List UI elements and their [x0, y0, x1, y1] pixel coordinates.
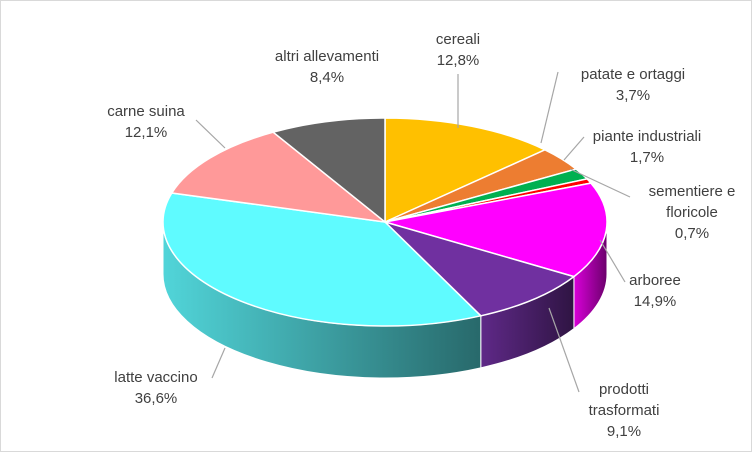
- slice-label-text: latte vaccino: [114, 369, 197, 386]
- slice-label-text: patate e ortaggi: [581, 66, 685, 83]
- data-label-arboree: arboree 14,9%: [629, 272, 681, 310]
- data-label-patate-e-ortaggi: patate e ortaggi 3,7%: [581, 66, 685, 104]
- slice-label-text: sementiere e: [649, 183, 736, 200]
- slice-value-text: 14,9%: [634, 293, 677, 310]
- pie-slice-arboree: [384, 182, 608, 278]
- leader-line-arboree: [599, 239, 626, 283]
- slice-label-text: floricole: [666, 204, 718, 221]
- data-label-prodotti-trasformati: prodotti trasformati 9,1%: [589, 381, 660, 440]
- leader-lines: [195, 71, 631, 393]
- slice-value-text: 1,7%: [630, 149, 664, 166]
- data-label-altri-allevamenti: altri allevamenti 8,4%: [275, 48, 379, 86]
- slice-label-text: carne suina: [107, 103, 185, 120]
- slice-label-text: piante industriali: [593, 128, 701, 145]
- pie-sides: [162, 221, 608, 379]
- pie-slice-carne-suina: [170, 131, 388, 224]
- leader-line-prodotti-trasformati: [548, 307, 580, 393]
- slice-value-text: 8,4%: [310, 69, 344, 86]
- slice-value-text: 0,7%: [675, 225, 709, 242]
- data-label-latte-vaccino: latte vaccino 36,6%: [114, 369, 197, 407]
- slice-value-text: 36,6%: [135, 390, 178, 407]
- slice-label-text: trasformati: [589, 402, 660, 419]
- pie-slice-altri-allevamenti: [271, 117, 386, 224]
- slice-label-text: altri allevamenti: [275, 48, 379, 65]
- slice-value-text: 12,8%: [437, 52, 480, 69]
- pie-slice-latte-vaccino: [162, 192, 483, 327]
- slice-label-text: arboree: [629, 272, 681, 289]
- slice-value-text: 9,1%: [607, 423, 641, 440]
- data-label-carne-suina: carne suina 12,1%: [107, 103, 185, 141]
- pie-top: [162, 117, 608, 327]
- slice-value-text: 12,1%: [125, 124, 168, 141]
- slice-value-text: 3,7%: [616, 87, 650, 104]
- data-label-sementiere-e-floricole: sementiere e floricole 0,7%: [649, 183, 736, 242]
- pie-slice-prodotti-trasformati: [384, 221, 576, 317]
- slice-label-text: prodotti: [599, 381, 649, 398]
- leader-line-carne-suina: [195, 119, 226, 149]
- leader-line-piante-industriali: [563, 136, 585, 161]
- data-label-cereali: cereali 12,8%: [436, 31, 480, 69]
- leader-line-sementiere-e-floricole: [569, 168, 631, 198]
- pie-slice-cereali: [384, 117, 547, 224]
- data-labels: cereali 12,8% patate e ortaggi 3,7% piante i…: [107, 31, 735, 440]
- data-label-piante-industriali: piante industriali 1,7%: [593, 128, 701, 166]
- leader-line-patate-e-ortaggi: [540, 71, 559, 144]
- leader-line-latte-vaccino: [211, 347, 226, 379]
- slice-label-text: cereali: [436, 31, 480, 48]
